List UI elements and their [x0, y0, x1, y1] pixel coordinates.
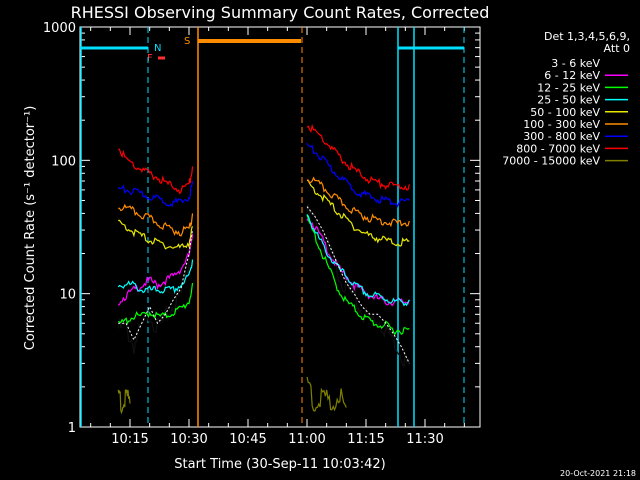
legend-label-7: 800 - 7000 keV — [516, 142, 600, 155]
plot-frame — [79, 26, 481, 428]
series-line-3-b — [306, 214, 410, 307]
legend-label-4: 50 - 100 keV — [530, 106, 600, 119]
series-line-0-b-visible — [306, 206, 410, 364]
y-axis-label: Corrected Count Rate (s⁻¹ detector⁻¹) — [23, 106, 38, 351]
x-axis-label: Start Time (30-Sep-11 10:03:42) — [174, 457, 385, 472]
x-tick-label-3: 11:00 — [288, 432, 325, 447]
series-line-6-a — [117, 180, 194, 208]
x-tick-label-0: 10:15 — [111, 432, 148, 447]
series-line-0-b — [306, 203, 410, 368]
legend-label-0: 3 - 6 keV — [551, 57, 600, 70]
legend-label-6: 300 - 800 keV — [523, 130, 600, 143]
series-line-2-a — [117, 283, 194, 325]
series-line-1-a — [117, 233, 194, 306]
timestamp: 20-Oct-2021 21:18 — [560, 469, 636, 478]
series-line-7-b — [306, 123, 410, 191]
y-tick-label-1: 10 — [59, 288, 76, 303]
chart-title: RHESSI Observing Summary Count Rates, Co… — [71, 3, 490, 22]
series-line-0-a-visible — [118, 230, 193, 342]
series-line-8-a — [117, 388, 131, 415]
series-line-7-a — [118, 148, 194, 195]
legend-header-attenuator: Att 0 — [604, 42, 630, 55]
flag-s-label: S — [184, 36, 190, 47]
legend-header-detectors: Det 1,3,4,5,6,9, — [544, 30, 630, 43]
flag-f-label: F — [147, 53, 153, 64]
x-tick-label-1: 10:30 — [170, 432, 207, 447]
series-line-0-a — [117, 230, 194, 355]
plot-area: 10:15 10:30 10:45 11:00 11:15 11:30 1 10 100 1000… — [43, 21, 628, 447]
series-line-1-b — [306, 218, 410, 307]
series-line-2-b — [306, 214, 410, 336]
legend-label-3: 25 - 50 keV — [537, 94, 600, 107]
flag-n-label: N — [154, 43, 161, 54]
series-line-3-a — [117, 259, 194, 295]
series-line-4-a — [118, 219, 194, 250]
x-tick-label-4: 11:15 — [347, 432, 384, 447]
series-line-5-a — [118, 203, 194, 237]
legend-label-2: 12 - 25 keV — [537, 81, 600, 94]
y-tick-label-2: 100 — [51, 154, 76, 169]
series-line-5-b — [306, 176, 410, 228]
series-line-8-b — [306, 376, 347, 412]
y-tick-label-0: 1 — [68, 421, 76, 436]
x-tick-label-2: 10:45 — [229, 432, 266, 447]
series-line-4-b — [306, 179, 410, 247]
legend-label-1: 6 - 12 keV — [544, 69, 600, 82]
series-line-6-b — [306, 142, 410, 208]
x-tick-label-5: 11:30 — [406, 432, 443, 447]
legend-label-8: 7000 - 15000 keV — [502, 155, 600, 168]
legend-label-5: 100 - 300 keV — [523, 118, 600, 131]
y-tick-label-3: 1000 — [43, 21, 76, 36]
